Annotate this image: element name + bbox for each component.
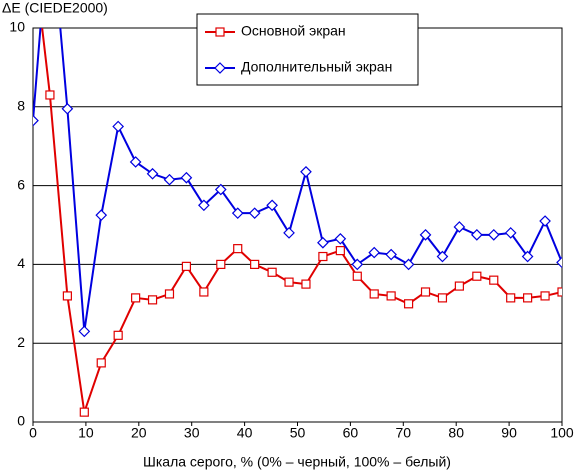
legend-box xyxy=(196,13,419,86)
x-tick-label: 60 xyxy=(343,425,359,441)
marker xyxy=(540,291,550,301)
marker xyxy=(506,293,516,303)
marker xyxy=(180,171,193,184)
marker xyxy=(369,289,379,299)
marker xyxy=(386,291,396,301)
marker xyxy=(318,251,328,262)
marker xyxy=(216,259,226,269)
y-tick-label: 10 xyxy=(9,19,25,35)
marker xyxy=(112,120,125,133)
marker xyxy=(487,229,500,241)
marker xyxy=(199,287,209,297)
marker xyxy=(215,27,225,37)
marker xyxy=(129,156,142,168)
marker xyxy=(164,289,175,299)
x-tick-label: 90 xyxy=(501,425,517,441)
x-tick-label: 100 xyxy=(550,425,574,441)
x-tick-label: 70 xyxy=(396,425,412,441)
marker xyxy=(250,259,260,269)
marker xyxy=(556,256,562,269)
marker xyxy=(436,250,449,263)
y-tick-label: 0 xyxy=(17,413,25,429)
marker xyxy=(557,287,562,297)
marker xyxy=(368,246,381,259)
marker xyxy=(248,207,261,220)
marker xyxy=(523,293,533,303)
marker xyxy=(453,221,466,233)
legend-label: Основной экран xyxy=(241,23,346,39)
x-tick-label: 30 xyxy=(184,425,200,441)
marker xyxy=(79,407,89,417)
marker xyxy=(266,199,278,212)
marker xyxy=(403,299,414,309)
marker xyxy=(131,293,141,303)
marker xyxy=(489,275,499,285)
legend-label: Дополнительный экран xyxy=(241,59,392,75)
marker xyxy=(45,90,55,100)
marker xyxy=(181,261,192,271)
marker xyxy=(351,258,364,271)
marker xyxy=(352,271,362,281)
x-tick-label: 80 xyxy=(448,425,464,441)
marker xyxy=(539,215,551,227)
x-tick-label: 20 xyxy=(131,425,147,441)
marker xyxy=(317,236,329,249)
plot-area xyxy=(33,28,562,417)
marker xyxy=(504,227,517,239)
marker xyxy=(163,173,176,186)
marker xyxy=(96,358,106,368)
marker xyxy=(113,330,123,340)
marker xyxy=(437,293,448,303)
y-tick-label: 6 xyxy=(17,176,25,192)
marker xyxy=(420,287,431,297)
marker xyxy=(267,267,277,277)
marker xyxy=(78,325,91,338)
marker xyxy=(470,229,483,241)
marker xyxy=(214,62,226,74)
marker xyxy=(33,114,39,127)
marker xyxy=(301,279,311,289)
marker xyxy=(419,229,432,241)
marker xyxy=(214,183,227,196)
x-tick-label: 50 xyxy=(290,425,306,441)
x-tick-label: 40 xyxy=(237,425,253,441)
x-tick-label: 10 xyxy=(78,425,94,441)
marker xyxy=(454,281,464,291)
marker xyxy=(385,248,397,261)
x-tick-label: 0 xyxy=(29,425,37,441)
marker xyxy=(198,199,210,212)
marker xyxy=(146,167,159,180)
y-tick-label: 2 xyxy=(17,334,25,350)
marker xyxy=(283,227,295,239)
marker xyxy=(62,291,72,301)
marker xyxy=(61,102,74,115)
marker xyxy=(521,250,534,263)
y-axis-label: ΔE (CIEDE2000) xyxy=(2,0,108,16)
marker xyxy=(300,165,312,178)
y-tick-label: 4 xyxy=(17,255,25,271)
marker xyxy=(284,277,294,287)
marker xyxy=(335,246,345,256)
marker xyxy=(231,207,244,220)
y-tick-label: 8 xyxy=(17,98,25,114)
marker xyxy=(472,271,482,281)
marker xyxy=(95,209,108,221)
marker xyxy=(334,232,347,245)
plot-frame xyxy=(32,27,563,423)
marker xyxy=(402,258,415,271)
marker xyxy=(233,244,243,254)
marker xyxy=(147,295,158,305)
x-axis-label: Шкала серого, % (0% – черный, 100% – бел… xyxy=(143,454,451,470)
